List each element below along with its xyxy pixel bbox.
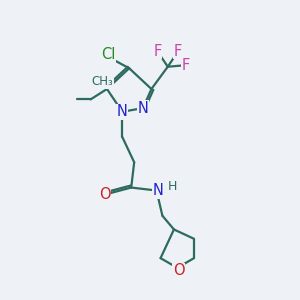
Text: F: F — [153, 44, 161, 59]
Text: O: O — [173, 263, 184, 278]
Text: F: F — [174, 44, 182, 59]
Text: O: O — [99, 188, 110, 202]
Text: N: N — [152, 183, 164, 198]
Text: Cl: Cl — [101, 47, 116, 62]
Text: F: F — [182, 58, 190, 73]
Text: N: N — [137, 100, 148, 116]
Text: N: N — [117, 104, 128, 119]
Text: CH₃: CH₃ — [92, 75, 113, 88]
Text: H: H — [168, 180, 178, 193]
